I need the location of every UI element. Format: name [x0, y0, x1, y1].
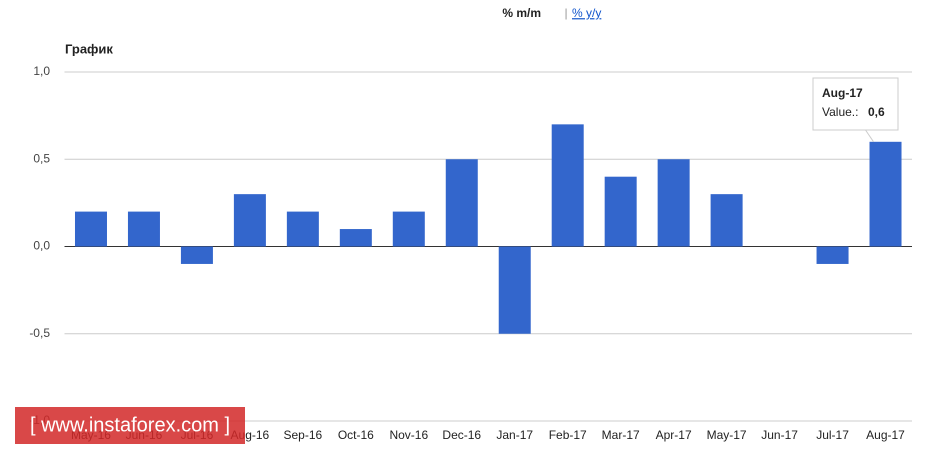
- bar: [233, 194, 266, 247]
- toggle-active[interactable]: % m/m: [502, 6, 541, 20]
- bar: [498, 246, 531, 334]
- x-tick-label: Sep-16: [284, 428, 323, 442]
- x-tick-label: Nov-16: [389, 428, 428, 442]
- x-tick-label: Feb-17: [549, 428, 587, 442]
- toggle-link[interactable]: % y/y: [572, 6, 601, 20]
- y-tick-label: 1,0: [33, 64, 50, 78]
- watermark: [ www.instaforex.com ]: [30, 414, 230, 436]
- tooltip-title: Aug-17: [822, 86, 863, 100]
- bar: [551, 124, 584, 247]
- x-tick-label: Apr-17: [656, 428, 692, 442]
- y-tick-label: 0,0: [33, 239, 50, 253]
- bar: [127, 211, 160, 247]
- bar: [869, 141, 902, 247]
- tooltip-box: [812, 77, 899, 131]
- bar: [180, 246, 213, 264]
- bar: [710, 194, 743, 247]
- bar: [657, 159, 690, 247]
- x-tick-label: Jul-17: [816, 428, 849, 442]
- x-tick-label: Dec-16: [442, 428, 481, 442]
- x-tick-label: Jan-17: [496, 428, 533, 442]
- x-tick-label: Oct-16: [338, 428, 374, 442]
- chart-title: График: [65, 41, 113, 56]
- y-tick-label: 0,5: [33, 151, 50, 165]
- x-tick-label: Aug-17: [866, 428, 905, 442]
- bar: [392, 211, 425, 247]
- y-tick-label: -0,5: [29, 326, 50, 340]
- bar: [816, 246, 849, 264]
- tooltip-value: 0,6: [868, 105, 885, 119]
- bar: [74, 211, 107, 247]
- x-tick-label: Jun-17: [761, 428, 798, 442]
- tooltip-label: Value.:: [822, 105, 858, 119]
- bar: [445, 159, 478, 247]
- bar: [339, 229, 372, 247]
- tooltip-pointer: [865, 129, 874, 143]
- x-tick-label: May-17: [707, 428, 747, 442]
- bar: [604, 176, 637, 247]
- watermark-box: [15, 407, 245, 444]
- toggle-separator: |: [564, 6, 567, 20]
- x-tick-label: Mar-17: [602, 428, 640, 442]
- bar: [286, 211, 319, 247]
